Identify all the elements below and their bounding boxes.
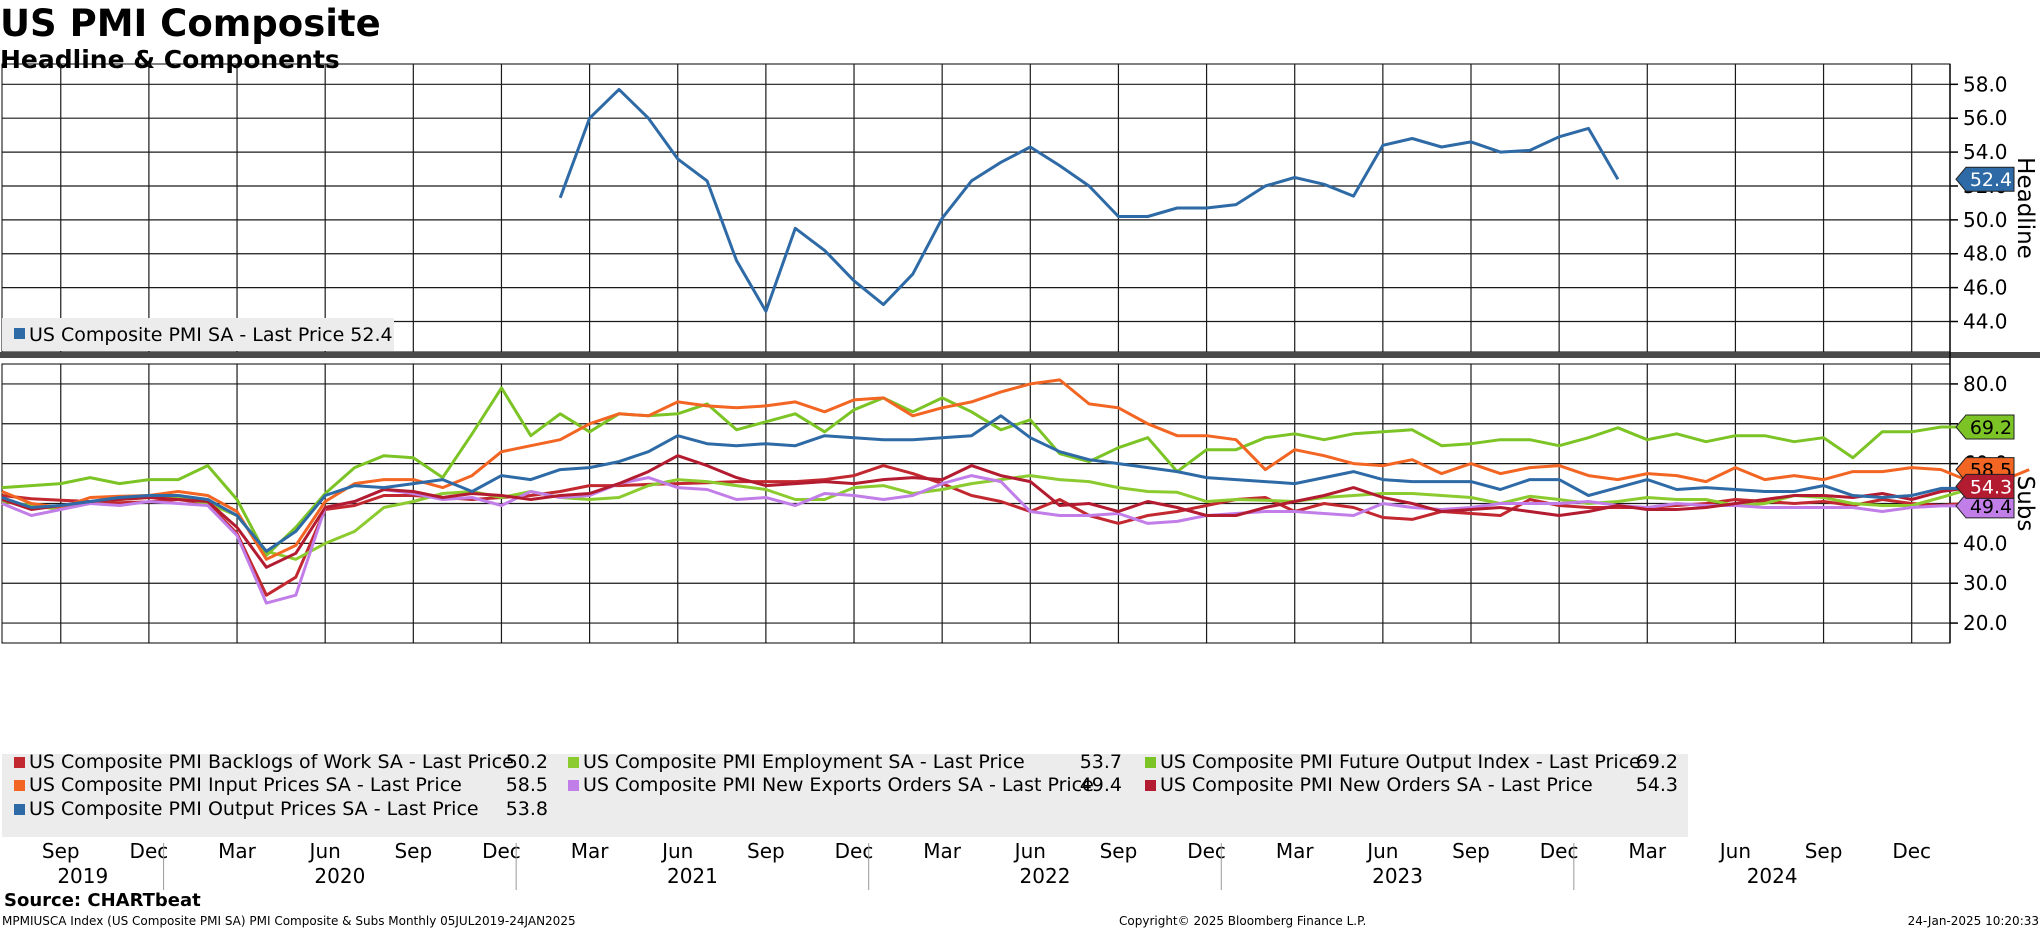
copyright: Copyright© 2025 Bloomberg Finance L.P.: [1119, 914, 1367, 928]
x-tick-label: Sep: [747, 839, 785, 863]
x-tick-label: Sep: [1100, 839, 1138, 863]
panel-separator: [0, 352, 2040, 358]
series-line-us-composite-pmi-sa-last-price: [558, 87, 1620, 313]
subs-panel: [1, 378, 2030, 605]
x-year-label: 2024: [1747, 864, 1798, 888]
x-axis: Sep Dec Mar Jun Sep Dec Mar Jun Sep Dec Mar Jun Sep D…: [2, 642, 1950, 890]
x-tick-label: Mar: [923, 839, 962, 863]
legend-label: US Composite PMI Backlogs of Work SA - L…: [29, 751, 514, 773]
x-tick-label: Jun: [1013, 839, 1046, 863]
legend-value: 49.4: [1080, 774, 1122, 796]
legend-value: 53.7: [1080, 751, 1122, 773]
headline-legend: US Composite PMI SA - Last Price 52.4: [2, 318, 394, 351]
legend-swatch: [568, 757, 579, 768]
series-line-us-composite-pmi-future-output-index-last-price: [1, 386, 1971, 557]
legend-box: [2, 754, 1688, 837]
source-label: Source: CHARTbeat: [4, 890, 201, 911]
legend-swatch: [14, 804, 25, 815]
legend-swatch: [1145, 780, 1156, 791]
y-tick-label: 54.0: [1963, 140, 2008, 164]
timestamp: 24-Jan-2025 10:20:33: [1907, 914, 2039, 928]
legend-label: US Composite PMI SA - Last Price 52.4: [29, 324, 393, 346]
series-line-us-composite-pmi-input-prices-sa-last-price: [1, 378, 2030, 561]
series-line-us-composite-pmi-new-orders-sa-last-price: [1, 454, 2000, 569]
x-year-label: 2019: [57, 864, 108, 888]
y-tick-label: 56.0: [1963, 106, 2008, 130]
last-price-value: 49.4: [1970, 496, 2012, 518]
series-line-us-composite-pmi-employment-sa-last-price: [1, 474, 1971, 561]
x-tick-label: Jun: [1365, 839, 1398, 863]
legend-box: [2, 318, 394, 351]
y-tick-label: 50.0: [1963, 208, 2008, 232]
page-subtitle: Headline & Components: [0, 45, 340, 74]
x-tick-label: Sep: [1805, 839, 1843, 863]
series-line-us-composite-pmi-output-prices-sa-last-price: [1, 414, 1971, 553]
y-tick-label: 44.0: [1963, 310, 2008, 334]
x-tick-label: Sep: [394, 839, 432, 863]
legend-swatch: [568, 780, 579, 791]
last-price-value: 54.3: [1970, 476, 2012, 498]
legend-value: 54.3: [1636, 774, 1678, 796]
legend-label: US Composite PMI New Orders SA - Last Pr…: [1160, 774, 1593, 796]
last-price-value: 69.2: [1970, 417, 2012, 439]
x-tick-label: Mar: [1276, 839, 1315, 863]
legend-label: US Composite PMI Output Prices SA - Last…: [29, 798, 479, 820]
y-axis-title: Headline: [2012, 157, 2038, 259]
x-tick-label: Sep: [42, 839, 80, 863]
x-tick-label: Mar: [218, 839, 257, 863]
legend-swatch: [14, 328, 25, 339]
panel-frame: [1, 63, 1951, 353]
x-tick-label: Dec: [130, 839, 169, 863]
x-tick-label: Dec: [1892, 839, 1931, 863]
legend-label: US Composite PMI Employment SA - Last Pr…: [583, 751, 1025, 773]
last-price-badge: [1955, 414, 2015, 440]
x-tick-label: Sep: [1452, 839, 1490, 863]
legend-label: US Composite PMI Future Output Index - L…: [1160, 751, 1641, 773]
headline-panel: [558, 87, 1620, 313]
legend-swatch: [14, 757, 25, 768]
last-price-value: 52.4: [1970, 169, 2012, 191]
x-tick-label: Dec: [1187, 839, 1226, 863]
x-year-label: 2020: [314, 864, 365, 888]
x-tick-label: Jun: [308, 839, 341, 863]
x-year-label: 2023: [1372, 864, 1423, 888]
legend-value: 69.2: [1636, 751, 1678, 773]
y-tick-label: 30.0: [1963, 571, 2008, 595]
last-price-badge: [1955, 473, 2015, 499]
x-tick-label: Dec: [835, 839, 874, 863]
x-tick-label: Jun: [1718, 839, 1751, 863]
legend-value: 53.8: [506, 798, 548, 820]
y-tick-label: 20.0: [1963, 611, 2008, 635]
legend-value: 50.2: [506, 751, 548, 773]
legend-label: US Composite PMI New Exports Orders SA -…: [583, 774, 1094, 796]
y-tick-label: 48.0: [1963, 242, 2008, 266]
series-line-us-composite-pmi-new-exports-orders-sa-last-price: [1, 474, 1971, 605]
last-price-badge: [1955, 166, 2015, 192]
x-tick-label: Dec: [1540, 839, 1579, 863]
x-year-label: 2022: [1020, 864, 1071, 888]
ticker-info: MPMIUSCA Index (US Composite PMI SA) PMI…: [2, 914, 576, 928]
x-tick-label: Mar: [571, 839, 610, 863]
y-tick-label: 40.0: [1963, 531, 2008, 555]
last-price-badges: 52.469.258.549.454.3: [1955, 166, 2015, 519]
y-tick-label: 80.0: [1963, 372, 2008, 396]
x-tick-label: Mar: [1628, 839, 1667, 863]
y-tick-label: 58.0: [1963, 72, 2008, 96]
legend-swatch: [1145, 757, 1156, 768]
x-year-label: 2021: [667, 864, 718, 888]
legend-value: 58.5: [506, 774, 548, 796]
subs-legend: US Composite PMI Backlogs of Work SA - L…: [2, 751, 1688, 837]
x-tick-label: Dec: [482, 839, 521, 863]
page-title: US PMI Composite: [0, 2, 381, 45]
legend-swatch: [14, 780, 25, 791]
y-tick-label: 46.0: [1963, 276, 2008, 300]
legend-label: US Composite PMI Input Prices SA - Last …: [29, 774, 462, 796]
y-axis-title: Subs: [2012, 476, 2038, 532]
x-tick-label: Jun: [660, 839, 693, 863]
